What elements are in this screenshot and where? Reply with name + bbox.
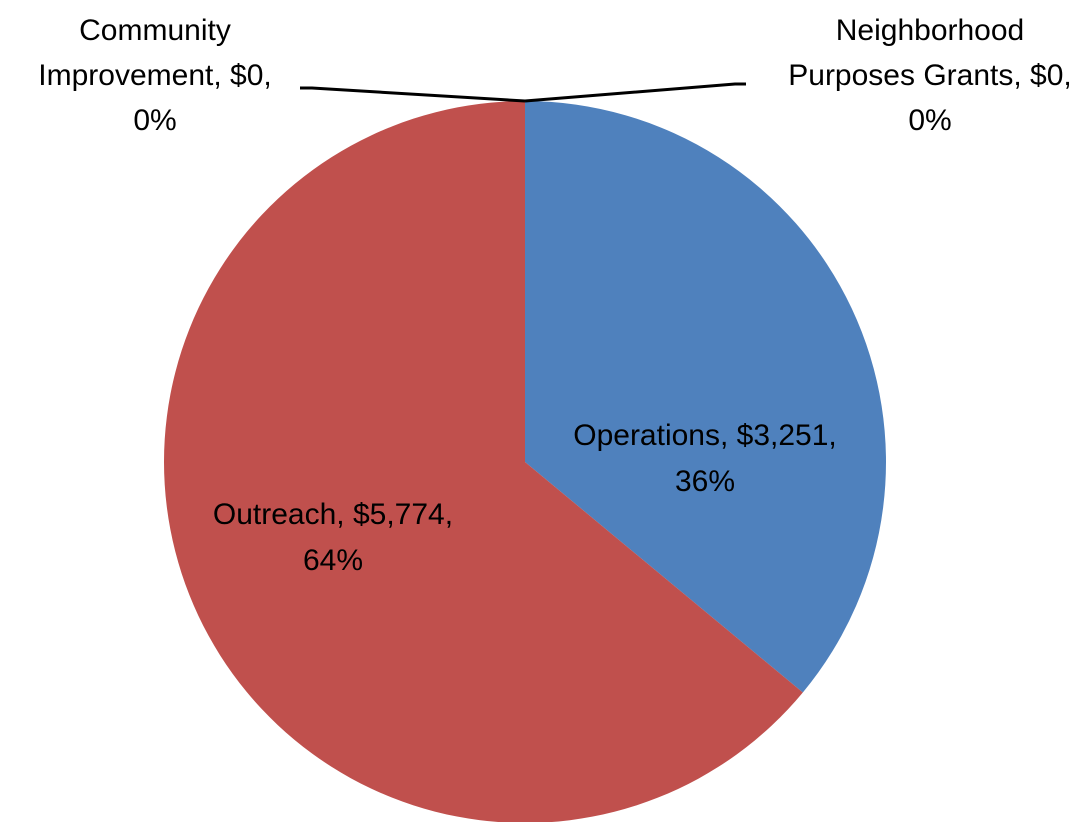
data-label-line: Outreach, $5,774, bbox=[213, 498, 453, 531]
leader-line-community-improvement bbox=[300, 86, 526, 103]
data-label-line: 0% bbox=[133, 104, 176, 137]
data-label-line: 0% bbox=[908, 104, 951, 137]
data-label-neighborhood-purposes-grants: Neighborhood Purposes Grants, $0, 0% bbox=[788, 14, 1071, 137]
data-label-line: Neighborhood bbox=[836, 14, 1024, 47]
data-label-community-improvement: Community Improvement, $0, 0% bbox=[38, 14, 271, 137]
data-label-operations: Operations, $3,251, 36% bbox=[573, 419, 837, 498]
leader-line-neighborhood-purposes-grants bbox=[524, 82, 746, 103]
pie-slice-outreach bbox=[164, 101, 803, 822]
data-label-line: Improvement, $0, bbox=[38, 59, 271, 92]
data-label-outreach: Outreach, $5,774, 64% bbox=[213, 498, 453, 577]
data-label-line: Purposes Grants, $0, bbox=[788, 59, 1071, 92]
pie-slice-operations bbox=[525, 101, 886, 693]
data-label-line: Operations, $3,251, bbox=[573, 419, 837, 452]
data-label-line: Community bbox=[79, 14, 231, 47]
data-label-line: 36% bbox=[675, 465, 735, 498]
data-label-line: 64% bbox=[303, 544, 363, 577]
